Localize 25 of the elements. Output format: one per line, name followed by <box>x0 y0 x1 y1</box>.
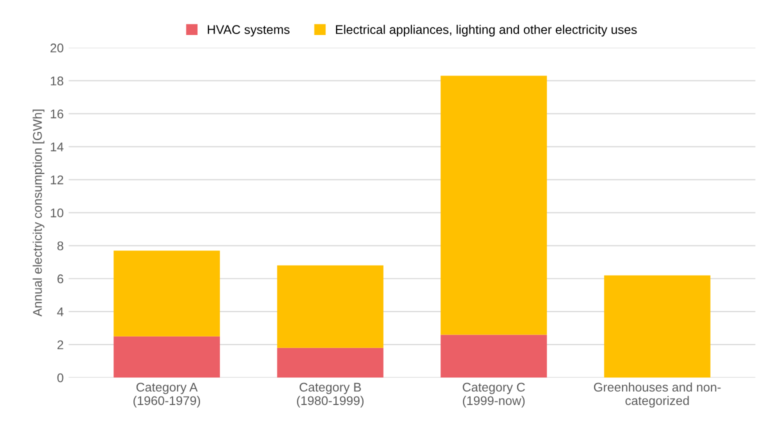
bar <box>277 348 384 378</box>
y-axis-title: Annual electricity consumption [GWh] <box>32 110 44 316</box>
y-tick-label: 10 <box>50 208 64 218</box>
legend-label: HVAC systems <box>208 25 290 36</box>
y-tick-label: 8 <box>57 241 64 250</box>
y-tick-label: 18 <box>50 76 64 86</box>
y-tick-label: 0 <box>57 373 64 382</box>
bar <box>440 334 547 378</box>
bar <box>114 250 220 336</box>
x-tick-label: Category B (1980-1999) <box>297 382 364 408</box>
bar <box>440 76 547 335</box>
legend-label: Electrical appliances, lighting and other electricity uses <box>336 24 637 36</box>
y-tick-label: 16 <box>50 110 64 118</box>
bar <box>604 275 710 378</box>
y-tick-label: 4 <box>57 308 64 316</box>
x-tick-label: Greenhouses and non- categorized <box>594 382 721 408</box>
y-tick-label: 2 <box>57 340 64 350</box>
y-tick-label: 20 <box>50 44 64 52</box>
bar <box>114 336 220 378</box>
x-tick-label: Category C (1999-now) <box>462 382 525 408</box>
y-tick-label: 12 <box>50 175 64 184</box>
bar <box>277 265 384 348</box>
y-tick-label: 6 <box>57 274 64 284</box>
x-tick-label: Category A (1960-1979) <box>134 382 200 408</box>
y-tick-label: 14 <box>50 142 64 152</box>
